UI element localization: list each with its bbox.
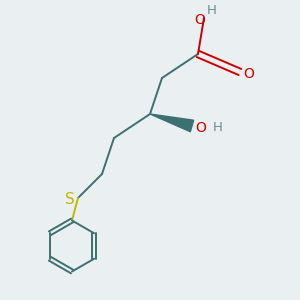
Text: H: H: [213, 121, 222, 134]
Text: H: H: [207, 4, 216, 17]
Text: O: O: [244, 67, 254, 80]
Polygon shape: [150, 114, 194, 132]
Text: S: S: [65, 192, 74, 207]
Text: O: O: [194, 13, 205, 26]
Text: O: O: [196, 121, 206, 134]
